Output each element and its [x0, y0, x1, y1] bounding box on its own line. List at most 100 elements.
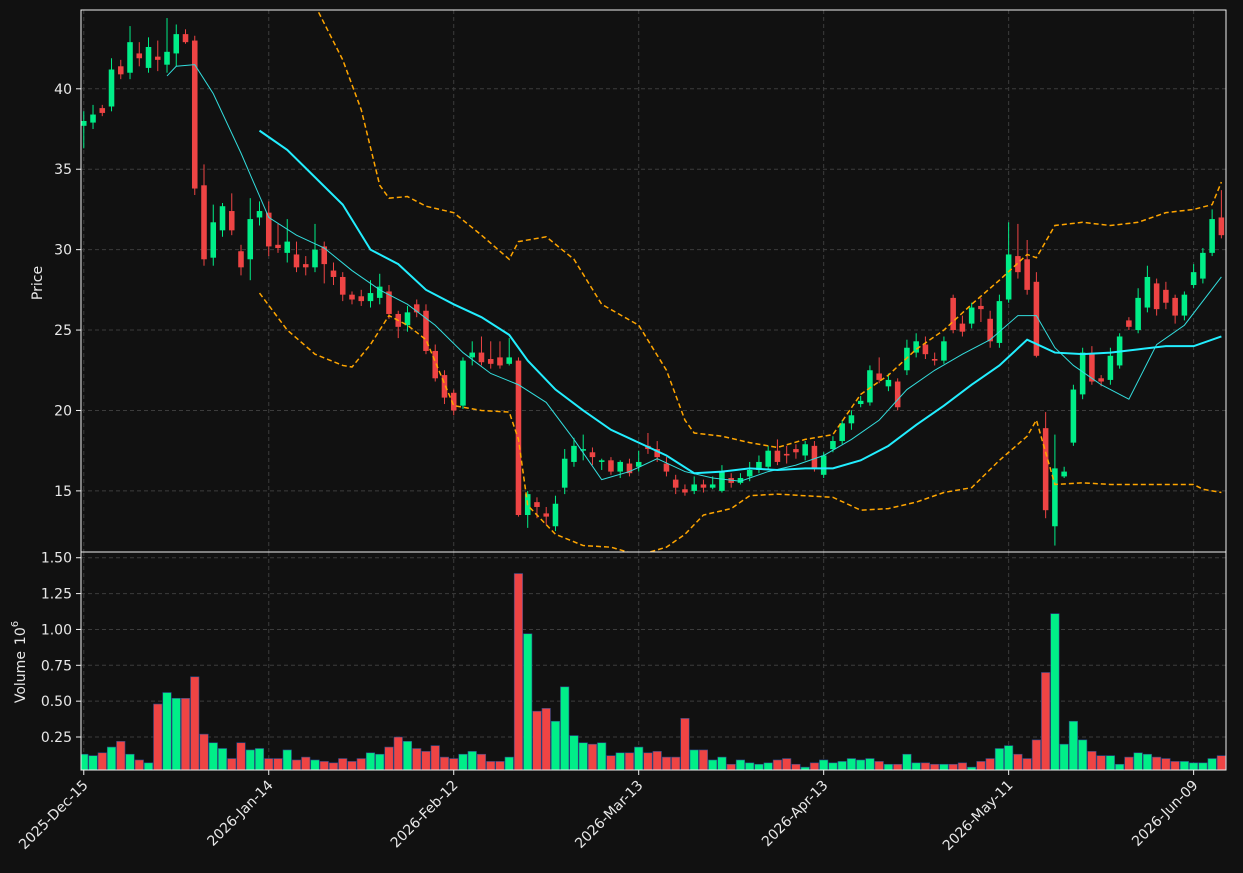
y-tick-label: 40: [54, 82, 72, 98]
volume-bar: [1207, 758, 1217, 770]
candle-body: [164, 51, 170, 65]
volume-bar: [560, 686, 570, 770]
candle-body: [1190, 272, 1197, 286]
candle-body: [598, 460, 605, 462]
volume-bar: [153, 703, 163, 770]
volume-bar: [1059, 743, 1069, 770]
volume-bar: [569, 735, 579, 770]
candle-body: [793, 449, 799, 453]
overlay-line: [316, 10, 1223, 449]
candle-body: [302, 264, 309, 268]
candle-body: [904, 347, 910, 371]
candle-body: [145, 46, 152, 68]
volume-bar: [1096, 755, 1106, 770]
candle-body: [1107, 355, 1114, 380]
candle-body: [876, 373, 882, 380]
volume-bar: [865, 758, 875, 770]
volume-bar: [88, 755, 98, 770]
volume-bar: [791, 763, 801, 770]
candle-body: [228, 211, 235, 231]
candle-body: [691, 484, 697, 491]
volume-bar: [217, 748, 228, 770]
volume-bar: [504, 756, 514, 770]
candle-body: [543, 513, 549, 517]
candle-body: [367, 293, 374, 302]
candle-body: [182, 34, 189, 43]
volume-bar: [439, 756, 450, 770]
candle-body: [173, 34, 180, 54]
candle-body: [765, 450, 771, 467]
candle-body: [90, 114, 96, 123]
volume-bar: [171, 697, 181, 770]
candle-body: [376, 286, 383, 298]
candle-body: [783, 453, 790, 456]
y-tick-label: 0.75: [41, 658, 72, 674]
volume-bar: [1022, 758, 1032, 770]
candle-body: [746, 469, 753, 477]
volume-bar: [615, 752, 625, 770]
volume-bar: [828, 762, 838, 770]
volume-bar: [717, 756, 727, 770]
volume-bar: [967, 766, 977, 770]
candle-body: [136, 53, 143, 59]
candle-body: [312, 249, 318, 268]
volume-bar: [338, 758, 348, 770]
volume-bar: [402, 741, 413, 770]
volume-bar: [874, 761, 884, 770]
volume-bar: [1179, 761, 1189, 770]
candle-body: [950, 297, 956, 331]
candle-body: [432, 350, 439, 379]
volume-bar: [421, 751, 431, 770]
candle-body: [210, 222, 217, 258]
volume-bar: [467, 751, 477, 770]
plot-area: [81, 10, 1225, 552]
volume-bar: [634, 746, 644, 770]
candle-body: [552, 503, 559, 527]
volume-bar: [652, 751, 662, 770]
volume-bar: [227, 758, 237, 770]
candle-body: [580, 449, 586, 451]
candle-body: [1135, 297, 1141, 331]
volume-bar: [1216, 755, 1226, 770]
volume-bar: [458, 753, 468, 770]
volume-bar: [846, 758, 856, 770]
candle-body: [293, 254, 300, 268]
candle-body: [978, 305, 984, 310]
volume-bar: [1050, 613, 1060, 770]
volume-bar: [208, 742, 218, 770]
volume-bar: [328, 762, 339, 770]
volume-bar: [412, 748, 422, 770]
candle-body: [820, 455, 827, 475]
volume-bar: [97, 752, 107, 770]
volume-label: Volume: [13, 651, 29, 703]
candle-body: [275, 244, 281, 249]
y-tick-label: 25: [54, 323, 72, 339]
candle-body: [349, 294, 355, 300]
volume-bar: [689, 749, 699, 770]
candle-body: [478, 352, 485, 363]
candle-body: [358, 296, 365, 302]
y-tick-label: 0.50: [41, 694, 72, 710]
candle-body: [672, 479, 679, 488]
candle-body: [1098, 378, 1104, 382]
candle-body: [1126, 320, 1132, 327]
volume-bar: [1078, 739, 1088, 770]
volume-bar: [1152, 756, 1162, 770]
candle-body: [450, 392, 457, 411]
candle-body: [1015, 256, 1021, 273]
candle-body: [117, 66, 124, 75]
volume-bar: [837, 761, 847, 770]
candle-body: [423, 310, 429, 351]
candle-body: [719, 471, 725, 491]
volume-bar: [698, 749, 708, 770]
volume-bar: [930, 763, 940, 770]
volume-bar: [523, 633, 533, 770]
candle-body: [682, 489, 688, 493]
candle-body: [386, 291, 392, 314]
volume-bar: [671, 756, 681, 770]
candle-body: [1024, 259, 1030, 290]
candle-body: [931, 359, 938, 361]
volume-panel: 0.25 0.50 0.75 1.00 1.25 1.50: [41, 551, 1227, 771]
candle-body: [867, 370, 873, 403]
